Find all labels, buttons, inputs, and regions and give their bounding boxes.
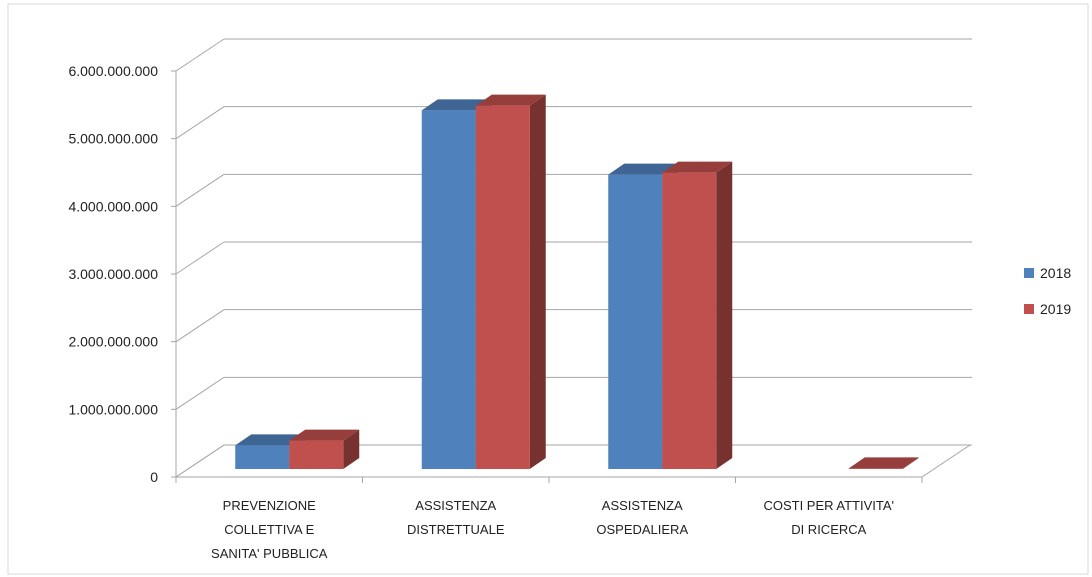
bar-top [608, 163, 679, 175]
x-category-label: PREVENZIONE [223, 498, 317, 513]
bar-top [662, 161, 733, 173]
y-tick-label: 5.000.000.000 [68, 131, 158, 147]
x-category-label: DI RICERCA [791, 522, 866, 537]
chart-border [7, 3, 1089, 575]
y-tick-label: 0 [150, 469, 158, 485]
legend-swatch-2019 [1024, 304, 1034, 314]
gridline-side [175, 309, 225, 343]
legend-swatch-2018 [1024, 268, 1034, 278]
gridline-side [175, 38, 225, 72]
x-category-label: DISTRETTUALE [407, 522, 505, 537]
gridline-side [175, 173, 225, 207]
x-category-label: COLLETTIVA E [224, 522, 314, 537]
bar-top [289, 429, 360, 441]
bar-top [848, 457, 919, 469]
bar-2018 [235, 445, 290, 469]
bar-side [343, 429, 360, 469]
bar-2019 [475, 105, 530, 469]
bar-top [475, 94, 546, 106]
gridline-side [175, 444, 225, 478]
bar-top [235, 434, 306, 446]
y-tick-label: 1.000.000.000 [68, 401, 158, 417]
bar-side [529, 94, 546, 469]
bar-top [421, 99, 492, 111]
legend-label-2018: 2018 [1040, 265, 1071, 281]
bar-2018 [421, 110, 476, 469]
y-tick-label: 3.000.000.000 [68, 266, 158, 282]
gridline-side [175, 106, 225, 140]
bar-2019 [848, 468, 903, 469]
x-category-label: COSTI PER ATTIVITA' [763, 498, 894, 513]
bar-2018 [608, 174, 663, 469]
legend-label-2019: 2019 [1040, 301, 1071, 317]
bar-2019 [289, 440, 344, 469]
y-tick-label: 6.000.000.000 [68, 63, 158, 79]
x-category-label: ASSISTENZA [415, 498, 496, 513]
bar-side [902, 457, 919, 469]
x-category-label: OSPEDALIERA [596, 522, 688, 537]
x-category-label: SANITA' PUBBLICA [211, 546, 328, 561]
x-category-label: ASSISTENZA [602, 498, 683, 513]
y-tick-label: 4.000.000.000 [68, 198, 158, 214]
gridline-side [175, 241, 225, 275]
y-tick-label: 2.000.000.000 [68, 334, 158, 350]
bar-side [716, 161, 733, 469]
bar-2019 [662, 172, 717, 469]
gridline-side [175, 376, 225, 410]
